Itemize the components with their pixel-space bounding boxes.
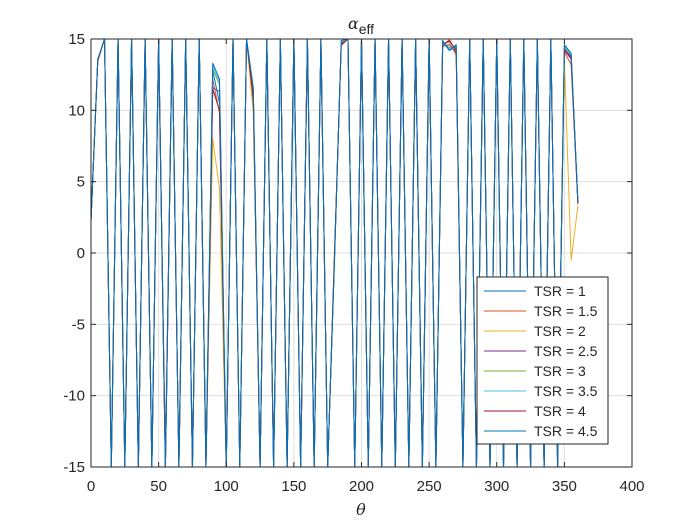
y-tick-label: 5	[77, 174, 85, 191]
x-tick-label: 150	[281, 478, 306, 495]
legend-entry: TSR = 2	[534, 323, 586, 339]
legend-entry: TSR = 4.5	[534, 423, 598, 439]
legend-entry: TSR = 1.5	[534, 303, 598, 319]
chart-title: αeff	[348, 14, 374, 37]
legend-entry: TSR = 2.5	[534, 343, 598, 359]
x-tick-label: 50	[150, 478, 167, 495]
y-tick-label: -5	[72, 316, 85, 333]
axis-ticks	[90, 38, 633, 468]
legend-box	[476, 276, 609, 445]
legend-entry: TSR = 4	[534, 403, 586, 419]
x-tick-label: 200	[349, 478, 374, 495]
legend-entry: TSR = 3.5	[534, 383, 598, 399]
x-tick-label: 100	[214, 478, 239, 495]
x-tick-label: 400	[619, 478, 644, 495]
series-lines	[91, 39, 579, 467]
y-tick-label: -10	[63, 388, 85, 405]
legend: TSR = 1 TSR = 1.5 TSR = 2 TSR = 2.5 TSR = 3 T…	[476, 276, 609, 445]
x-axis-label: θ	[356, 500, 366, 519]
series-line	[91, 39, 579, 467]
y-tick-label: 15	[68, 31, 85, 48]
x-tick-label: 300	[484, 478, 509, 495]
x-tick-label: 0	[87, 478, 95, 495]
legend-entry: TSR = 3	[534, 363, 586, 379]
y-tick-label: 0	[77, 245, 85, 262]
y-tick-label: 10	[68, 102, 85, 119]
chart-title-subscript: eff	[359, 21, 374, 37]
legend-entry: TSR = 1	[534, 283, 586, 299]
chart-title-greek: α	[348, 14, 359, 33]
x-tick-label: 350	[552, 478, 577, 495]
x-tick-labels: 0 50 100 150 200 250 300 350 400	[87, 478, 645, 495]
y-tick-labels: -15 -10 -5 0 5 10 15	[63, 31, 85, 476]
x-tick-label: 250	[417, 478, 442, 495]
y-tick-label: -15	[63, 459, 85, 476]
